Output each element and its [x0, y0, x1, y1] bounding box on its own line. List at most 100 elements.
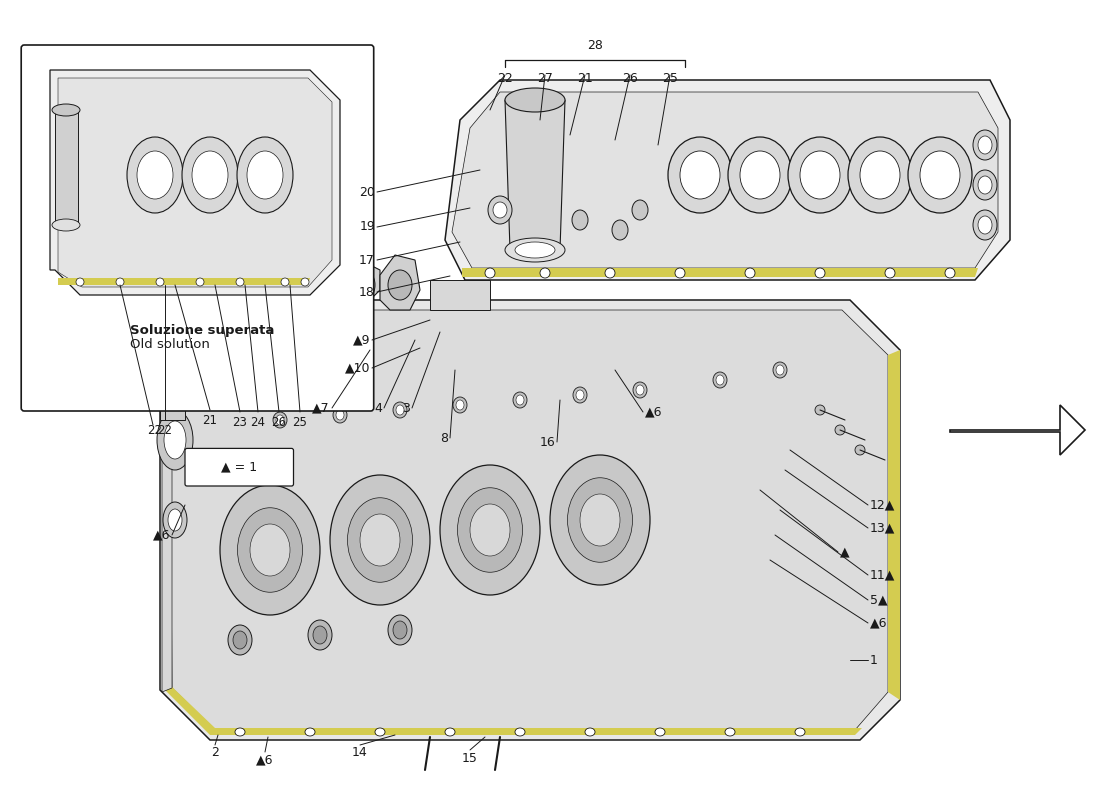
Ellipse shape [488, 196, 512, 224]
Ellipse shape [156, 278, 164, 286]
Ellipse shape [550, 455, 650, 585]
Ellipse shape [236, 137, 293, 213]
Ellipse shape [654, 728, 666, 736]
Ellipse shape [375, 728, 385, 736]
Ellipse shape [308, 620, 332, 650]
Ellipse shape [815, 268, 825, 278]
Text: 5▲: 5▲ [870, 594, 888, 606]
Ellipse shape [573, 387, 587, 403]
Ellipse shape [393, 621, 407, 639]
Ellipse shape [675, 268, 685, 278]
Ellipse shape [886, 268, 895, 278]
Ellipse shape [330, 475, 430, 605]
Ellipse shape [273, 412, 287, 428]
Polygon shape [162, 340, 172, 692]
Ellipse shape [728, 137, 792, 213]
Ellipse shape [835, 425, 845, 435]
Text: 25: 25 [662, 72, 678, 85]
Polygon shape [58, 278, 310, 285]
Ellipse shape [788, 137, 853, 213]
Polygon shape [950, 405, 1085, 455]
Polygon shape [58, 78, 332, 287]
Text: 22: 22 [147, 423, 163, 437]
Ellipse shape [233, 631, 248, 649]
Polygon shape [55, 110, 78, 225]
Text: 26: 26 [623, 72, 638, 85]
Ellipse shape [196, 278, 204, 286]
Text: ▲9: ▲9 [352, 334, 370, 346]
Polygon shape [160, 300, 900, 740]
Ellipse shape [116, 278, 124, 286]
Text: 22: 22 [157, 423, 173, 437]
Ellipse shape [636, 385, 644, 395]
Text: ▲10: ▲10 [344, 362, 370, 374]
Ellipse shape [248, 151, 283, 199]
Ellipse shape [301, 278, 309, 286]
Ellipse shape [795, 728, 805, 736]
Ellipse shape [76, 278, 84, 286]
Ellipse shape [250, 524, 290, 576]
Ellipse shape [348, 498, 412, 582]
Ellipse shape [345, 267, 375, 303]
Ellipse shape [974, 170, 997, 200]
Text: 4: 4 [374, 402, 382, 414]
Polygon shape [320, 260, 379, 310]
Text: ▲: ▲ [840, 546, 849, 558]
Text: 13▲: 13▲ [870, 522, 895, 534]
Ellipse shape [235, 728, 245, 736]
Ellipse shape [393, 402, 407, 418]
Ellipse shape [336, 410, 344, 420]
Ellipse shape [238, 508, 302, 592]
Polygon shape [452, 92, 998, 268]
Text: ▲7: ▲7 [312, 402, 330, 414]
Ellipse shape [632, 200, 648, 220]
Ellipse shape [745, 268, 755, 278]
Ellipse shape [713, 372, 727, 388]
Ellipse shape [605, 268, 615, 278]
Ellipse shape [848, 137, 912, 213]
Ellipse shape [974, 210, 997, 240]
Text: ▲ = 1: ▲ = 1 [221, 461, 257, 474]
Text: 21: 21 [202, 414, 218, 426]
Ellipse shape [540, 268, 550, 278]
Ellipse shape [126, 137, 183, 213]
Ellipse shape [776, 365, 784, 375]
Ellipse shape [585, 728, 595, 736]
Text: 3: 3 [403, 402, 410, 414]
Ellipse shape [456, 400, 464, 410]
Text: ▲6: ▲6 [645, 406, 662, 418]
Ellipse shape [505, 88, 565, 112]
Ellipse shape [168, 509, 182, 531]
Polygon shape [379, 255, 420, 310]
Ellipse shape [360, 514, 400, 566]
Text: a partner: a partner [483, 469, 717, 511]
Text: 15: 15 [462, 751, 477, 765]
Ellipse shape [860, 151, 900, 199]
Ellipse shape [576, 390, 584, 400]
Text: ▲6: ▲6 [870, 617, 888, 630]
Text: 8: 8 [440, 431, 448, 445]
Ellipse shape [157, 410, 192, 470]
Ellipse shape [800, 151, 840, 199]
Ellipse shape [974, 130, 997, 160]
Ellipse shape [52, 219, 80, 231]
Polygon shape [160, 340, 190, 380]
Text: 14: 14 [352, 746, 367, 758]
Ellipse shape [453, 397, 468, 413]
Ellipse shape [516, 395, 524, 405]
Ellipse shape [485, 268, 495, 278]
Ellipse shape [280, 278, 289, 286]
Ellipse shape [945, 268, 955, 278]
Text: 16: 16 [539, 435, 556, 449]
Text: 23: 23 [232, 415, 248, 429]
Ellipse shape [446, 728, 455, 736]
Ellipse shape [138, 151, 173, 199]
Polygon shape [162, 682, 862, 735]
Ellipse shape [505, 238, 565, 262]
Text: 18: 18 [359, 286, 375, 298]
Text: 11▲: 11▲ [870, 569, 895, 582]
Ellipse shape [52, 104, 80, 116]
Ellipse shape [855, 445, 865, 455]
Ellipse shape [908, 137, 972, 213]
Ellipse shape [740, 151, 780, 199]
